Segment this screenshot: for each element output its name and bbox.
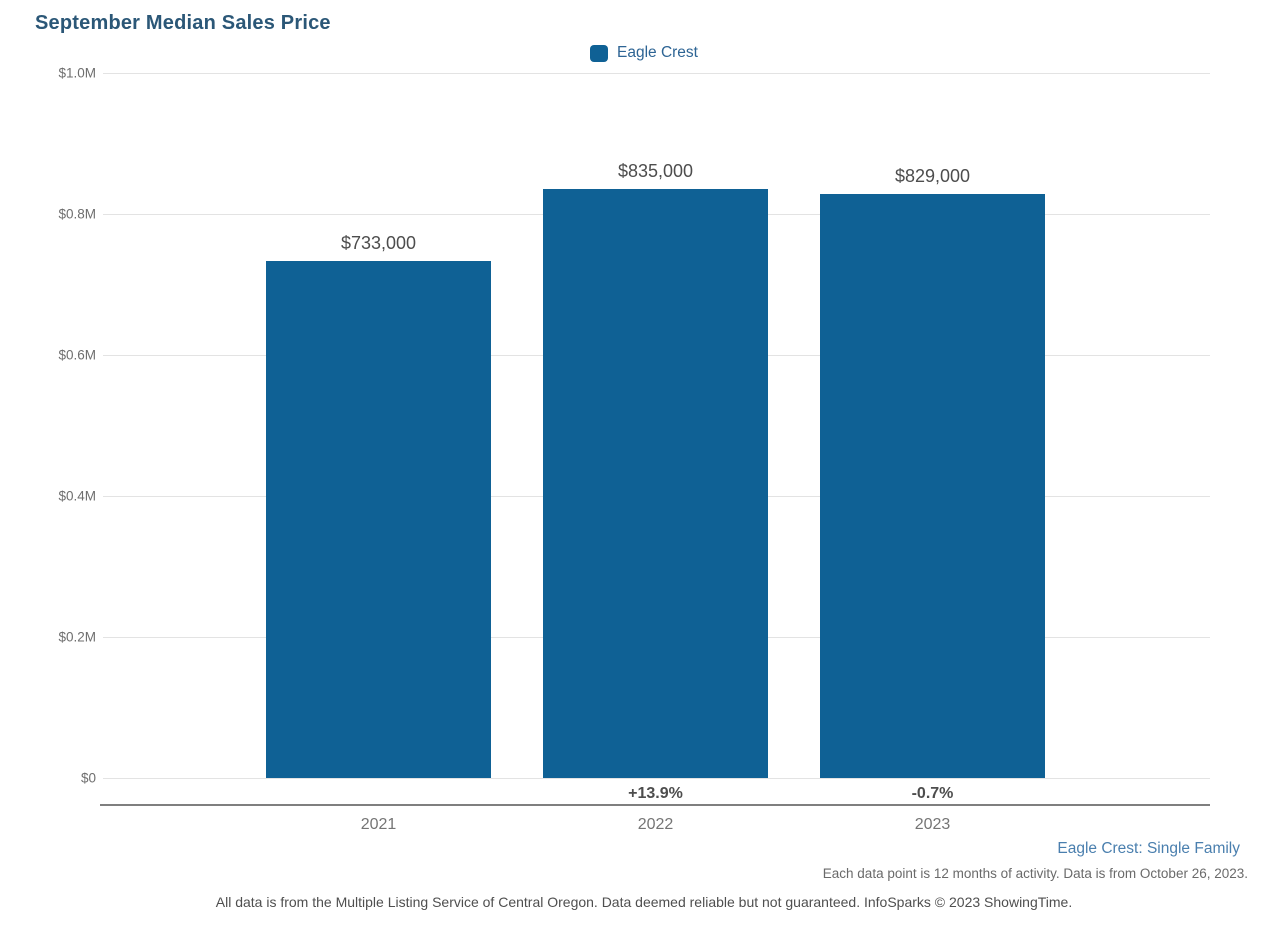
- gridline: [103, 778, 1210, 779]
- bar-value-label: $829,000: [894, 165, 971, 186]
- y-axis-tick-label: $0.6M: [58, 347, 96, 363]
- pct-change-label: -0.7%: [911, 785, 954, 802]
- bar-2023[interactable]: [820, 193, 1045, 778]
- footnote-segment-link[interactable]: Eagle Crest: Single Family: [1057, 840, 1240, 857]
- chart-title: September Median Sales Price: [35, 12, 331, 34]
- y-axis-tick-label: $1.0M: [58, 65, 96, 81]
- y-axis-tick-label: $0.8M: [58, 206, 96, 222]
- y-axis-tick-label: $0.2M: [58, 629, 96, 645]
- bar-2021[interactable]: [266, 261, 491, 778]
- y-axis-tick-label: $0: [80, 770, 96, 786]
- footnote-data-note: Each data point is 12 months of activity…: [822, 866, 1248, 881]
- x-axis-category-label: 2021: [360, 816, 397, 833]
- legend-swatch-icon: [590, 44, 608, 62]
- pct-change-label: +13.9%: [628, 785, 683, 802]
- legend[interactable]: Eagle Crest: [0, 44, 1288, 62]
- gridline: [103, 73, 1210, 74]
- bar-2022[interactable]: [543, 189, 768, 778]
- x-axis-category-label: 2023: [914, 816, 951, 833]
- bar-value-label: $835,000: [617, 161, 694, 182]
- footnote-disclaimer: All data is from the Multiple Listing Se…: [215, 894, 1073, 910]
- legend-label: Eagle Crest: [617, 44, 698, 61]
- y-axis-tick-label: $0.4M: [58, 488, 96, 504]
- x-axis-line: [100, 804, 1210, 806]
- bar-value-label: $733,000: [340, 233, 417, 254]
- x-axis-category-label: 2022: [637, 816, 674, 833]
